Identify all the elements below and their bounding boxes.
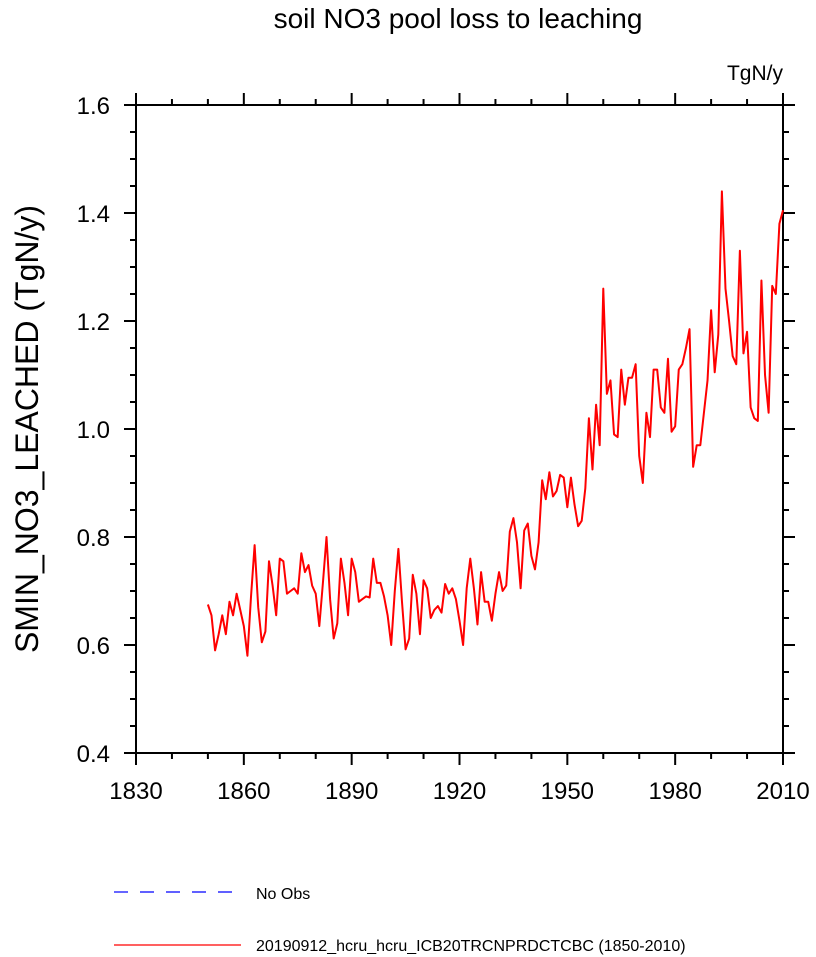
chart-title: soil NO3 pool loss to leaching xyxy=(274,3,643,34)
data-series xyxy=(206,190,784,657)
y-tick-label: 0.6 xyxy=(77,633,110,660)
y-tick-label: 1.4 xyxy=(77,201,110,228)
x-tick-label: 1950 xyxy=(541,778,594,805)
y-tick-label: 1.6 xyxy=(77,93,110,120)
plot-area xyxy=(135,104,784,754)
axis-tick-labels: 1830 1860 1890 1920 1950 1980 2010 0.4 0.6 0.8 1.0… xyxy=(77,93,810,805)
x-tick-label: 1830 xyxy=(109,778,162,805)
y-tick-label: 0.8 xyxy=(77,525,110,552)
y-tick-label: 1.0 xyxy=(77,417,110,444)
legend-label-model: 20190912_hcru_hcru_ICB20TRCNPRDCTCBC (18… xyxy=(256,938,686,955)
x-tick-label: 1890 xyxy=(325,778,378,805)
x-tick-label: 1920 xyxy=(433,778,486,805)
units-label: TgN/y xyxy=(727,62,784,85)
legend: No Obs 20190912_hcru_hcru_ICB20TRCNPRDCT… xyxy=(114,886,686,955)
y-axis-label: SMIN_NO3_LEACHED (TgN/y) xyxy=(9,205,45,653)
plot-frame xyxy=(135,104,784,754)
x-tick-label: 2010 xyxy=(756,778,809,805)
series-line-model xyxy=(206,190,784,657)
x-tick-label: 1980 xyxy=(648,778,701,805)
axis-ticks xyxy=(124,93,795,765)
legend-label-no-obs: No Obs xyxy=(256,886,310,903)
x-tick-label: 1860 xyxy=(217,778,270,805)
y-tick-label: 0.4 xyxy=(77,741,110,768)
y-tick-label: 1.2 xyxy=(77,309,110,336)
